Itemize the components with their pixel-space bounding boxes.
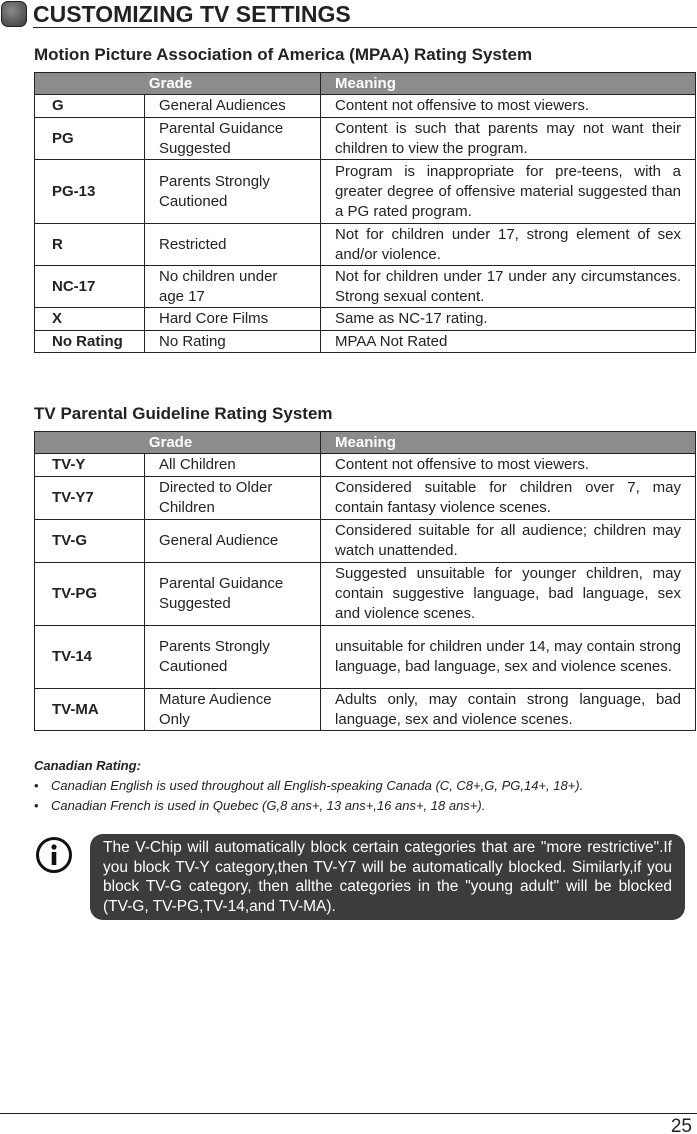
header-rule [33, 27, 697, 28]
footer-rule [0, 1113, 697, 1114]
cell-description: No children under age 17 [143, 265, 322, 308]
page-number: 25 [670, 1116, 692, 1134]
cell-grade: TV-PG [34, 562, 145, 626]
cell-description: Hard Core Films [143, 307, 322, 331]
table-row: TV-Y7 Directed to Older Children Considere… [34, 476, 696, 520]
cell-grade: TV-Y7 [34, 476, 145, 520]
cell-meaning: Not for children under 17 under any circ… [320, 265, 696, 308]
table-row: TV-PG Parental Guidance Suggested Suggeste… [34, 562, 696, 626]
canadian-item: Canadian English is used throughout all … [34, 776, 583, 796]
cell-meaning: Same as NC-17 rating. [320, 307, 696, 331]
section-header: CUSTOMIZING TV SETTINGS [0, 0, 697, 28]
table-row: NC-17 No children under age 17 Not for chi… [34, 265, 696, 308]
mpaa-title: Motion Picture Association of America (M… [34, 45, 533, 64]
cell-grade: R [34, 223, 145, 266]
cell-description: Directed to Older Children [143, 476, 322, 520]
table-row: G General Audiences Content not offensive … [34, 94, 696, 118]
page-title: CUSTOMIZING TV SETTINGS [33, 1, 351, 27]
cell-grade: X [34, 307, 145, 331]
grade-header: Grade [33, 72, 322, 95]
cell-meaning: MPAA Not Rated [320, 330, 696, 353]
cell-grade: G [34, 94, 145, 118]
mpaa-table: Grade Meaning G General Audiences Content n… [33, 72, 696, 353]
cell-description: General Audiences [143, 94, 322, 118]
cell-description: Parental Guidance Suggested [143, 562, 322, 626]
table-row: No Rating No Rating MPAA Not Rated [34, 330, 696, 353]
cell-grade: No Rating [34, 330, 145, 353]
cell-description: Mature Audience Only [143, 688, 322, 731]
cell-meaning: Suggested unsuitable for younger childre… [320, 562, 696, 626]
table-row: TV-Y All Children Content not offensive to… [34, 453, 696, 477]
grade-header: Grade [33, 431, 322, 454]
table-row: TV-G General Audience Considered suitable … [34, 519, 696, 563]
canadian-rating: Canadian Rating: Canadian English is use… [34, 756, 583, 816]
cell-description: Parents Strongly Cautioned [143, 625, 322, 689]
cell-meaning: Content not offensive to most viewers. [320, 453, 696, 477]
cell-meaning: Considered suitable for children over 7,… [320, 476, 696, 520]
cell-grade: PG-13 [34, 159, 145, 224]
tv-table: Grade Meaning TV-Y All Children Content not… [33, 431, 696, 731]
cell-grade: TV-G [34, 519, 145, 563]
cell-grade: TV-Y [34, 453, 145, 477]
cell-meaning: Content is such that parents may not wan… [320, 117, 696, 160]
cell-grade: TV-MA [34, 688, 145, 731]
vchip-note: The V-Chip will automatically block cert… [90, 834, 685, 920]
table-row: X Hard Core Films Same as NC-17 rating. [34, 307, 696, 331]
cell-meaning: Adults only, may contain strong language… [320, 688, 696, 731]
meaning-header: Meaning [320, 431, 696, 454]
canadian-title: Canadian Rating: [34, 758, 141, 773]
tv-title: TV Parental Guideline Rating System [34, 404, 333, 423]
cell-meaning: Considered suitable for all audience; ch… [320, 519, 696, 563]
cell-meaning: Not for children under 17, strong elemen… [320, 223, 696, 266]
cell-meaning: Content not offensive to most viewers. [320, 94, 696, 118]
cell-description: Restricted [143, 223, 322, 266]
cell-grade: TV-14 [34, 625, 145, 689]
table-row: TV-MA Mature Audience Only Adults only, ma… [34, 688, 696, 731]
cell-meaning: unsuitable for children under 14, may co… [320, 625, 696, 689]
header-bullet-icon [1, 1, 27, 27]
cell-meaning: Program is inappropriate for pre-teens, … [320, 159, 696, 224]
info-icon [36, 837, 72, 873]
cell-grade: PG [34, 117, 145, 160]
table-row: PG Parental Guidance Suggested Content is … [34, 117, 696, 160]
cell-grade: NC-17 [34, 265, 145, 308]
cell-description: Parents Strongly Cautioned [143, 159, 322, 224]
meaning-header: Meaning [320, 72, 696, 95]
table-row: R Restricted Not for children under 17, st… [34, 223, 696, 266]
table-row: TV-14 Parents Strongly Cautioned unsuitabl… [34, 625, 696, 689]
cell-description: All Children [143, 453, 322, 477]
cell-description: Parental Guidance Suggested [143, 117, 322, 160]
cell-description: No Rating [143, 330, 322, 353]
canadian-item: Canadian French is used in Quebec (G,8 a… [34, 796, 583, 816]
cell-description: General Audience [143, 519, 322, 563]
table-row: PG-13 Parents Strongly Cautioned Program i… [34, 159, 696, 224]
